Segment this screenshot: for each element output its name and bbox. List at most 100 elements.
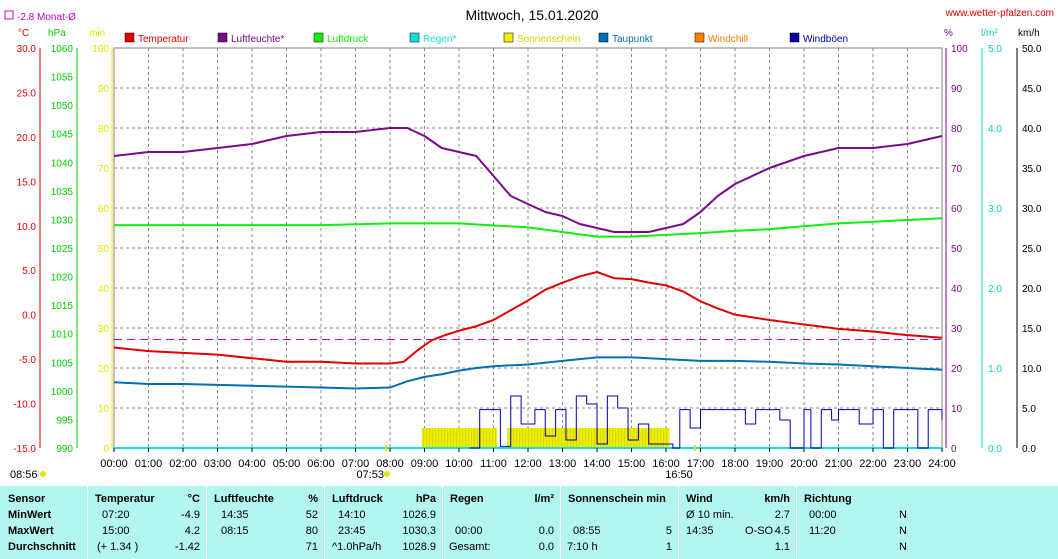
dir-avg-value: N [899, 541, 907, 553]
wind-tick-label: 25.0 [1022, 244, 1042, 255]
wind-unit-label: km/h [1018, 28, 1040, 39]
x-tick-label: 18:00 [721, 458, 749, 470]
temp-tick-label: 10.0 [17, 222, 37, 233]
wind-gust-avg: 1.1 [774, 541, 790, 553]
sun-tick-label: 50 [98, 244, 110, 255]
humidity-tick-label: 0 [951, 444, 957, 455]
pressure-tick-label: 1055 [51, 73, 74, 84]
stats-sensor: Sensor MinWert MaxWert Durchschnitt [0, 486, 86, 559]
wind-max-time: 14:35 [686, 525, 714, 537]
humidity-tick-label: 60 [951, 204, 963, 215]
press-max-value: 1030.3 [402, 525, 436, 537]
temp-tick-label: -10.0 [13, 400, 36, 411]
sun-tick-label: 30 [98, 324, 110, 335]
sun-total-hours: 7:10 h [567, 541, 598, 553]
legend-swatch-5 [598, 32, 609, 43]
pressure-tick-label: 1060 [51, 44, 74, 55]
x-tick-label: 07:00 [342, 458, 370, 470]
temp-avg-value: -1.42 [174, 541, 200, 553]
day-length-label: 08:56 [10, 469, 38, 481]
pressure-tick-label: 1030 [51, 215, 74, 226]
humidity-tick-label: 90 [951, 84, 963, 95]
temp-header: Temperatur [95, 493, 155, 505]
pressure-tick-label: 1045 [51, 130, 74, 141]
x-tick-label: 03:00 [204, 458, 232, 470]
humidity-tick-label: 70 [951, 164, 963, 175]
x-tick-label: 14:00 [583, 458, 611, 470]
hum-unit: % [308, 493, 318, 505]
stats-wind: Wind km/h Ø 10 min. 2.7 14:35 O-SO 4.5 1… [678, 486, 796, 559]
temp-max-time: 15:00 [102, 525, 130, 537]
site-url[interactable]: www.wetter-pfalzen.com [945, 8, 1054, 19]
legend-swatch-1 [217, 32, 228, 43]
stats-rain: Regen l/m² 00:00 0.0 Gesamt: 0.0 [442, 486, 560, 559]
rain-tick-label: 4.0 [988, 124, 1002, 135]
legend-label-6: Windchill [708, 34, 748, 45]
rain-tick-label: 0.0 [988, 444, 1002, 455]
x-tick-label: 17:00 [687, 458, 715, 470]
sun-tick-label: 70 [98, 164, 110, 175]
pressure-tick-label: 1010 [51, 330, 74, 341]
press-avg-value: 1028.9 [402, 541, 436, 553]
pressure-tick-label: 1005 [51, 358, 74, 369]
sun-tick-label: 60 [98, 204, 110, 215]
x-tick-label: 24:00 [928, 458, 956, 470]
humidity-tick-label: 40 [951, 284, 963, 295]
x-tick-label: 05:00 [273, 458, 301, 470]
legend-label-5: Taupunkt [612, 34, 653, 45]
sun-markers: 07:53 16:50 08:56 [10, 445, 696, 481]
press-min-time: 14:10 [338, 509, 366, 521]
legend-swatch-4 [503, 32, 514, 43]
x-tick-label: 09:00 [411, 458, 439, 470]
rain-max-time: 00:00 [455, 525, 483, 537]
temp-tick-label: 15.0 [17, 177, 37, 188]
stats-humidity: Luftfeuchte % 14:35 52 08:15 80 71 [206, 486, 324, 559]
x-tick-label: 08:00 [376, 458, 404, 470]
x-tick-label: 12:00 [514, 458, 542, 470]
x-tick-label: 06:00 [307, 458, 335, 470]
sunset-label: 16:50 [665, 469, 693, 481]
month-avg-icon [4, 10, 14, 20]
humidity-tick-label: 30 [951, 324, 963, 335]
series-line-temperatur [113, 271, 943, 365]
humidity-tick-label: 80 [951, 124, 963, 135]
stats-direction: Richtung 00:00 N 11:20 N N [796, 486, 919, 559]
hum-min-value: 52 [305, 509, 318, 521]
legend-label-7: Windböen [803, 34, 848, 45]
series-line-windben [469, 395, 943, 449]
rain-unit-label: l/m² [981, 28, 998, 39]
sun-unit-label: min [89, 28, 105, 39]
hum-avg-value: 71 [305, 541, 318, 553]
wind-tick-label: 30.0 [1022, 204, 1042, 215]
axes: 30.0 25.0 20.0 15.0 10.0 5.0 0.0 -5.0 -10.0 -15.0… [13, 44, 1042, 470]
x-tick-label: 19:00 [756, 458, 784, 470]
temp-min-value: -4.9 [181, 509, 200, 521]
series-line-taupunkt [113, 356, 943, 390]
sun-header: Sonnenschein min [568, 493, 666, 505]
legend-swatch-3 [409, 32, 420, 43]
sun-tick-label: 40 [98, 284, 110, 295]
wind-avg-label: Ø 10 min. [686, 509, 734, 521]
wind-unit: km/h [764, 493, 790, 505]
sun-total-value: 1 [665, 541, 672, 553]
x-tick-label: 21:00 [825, 458, 853, 470]
legend: Temperatur Luftfeuchte* Luftdruck Regen* Son… [124, 32, 848, 45]
legend-swatch-6 [694, 32, 705, 43]
humidity-unit-label: % [944, 28, 953, 39]
wind-tick-label: 40.0 [1022, 124, 1042, 135]
stats-table: Sensor MinWert MaxWert Durchschnitt Temp… [0, 486, 1058, 559]
sun-tick-label: 0 [103, 444, 109, 455]
humidity-tick-label: 50 [951, 244, 963, 255]
wind-tick-label: 10.0 [1022, 364, 1042, 375]
legend-label-0: Temperatur [138, 34, 189, 45]
dir-min-time: 00:00 [809, 509, 837, 521]
x-tick-label: 10:00 [445, 458, 473, 470]
legend-swatch-7 [789, 32, 800, 43]
press-header: Luftdruck [332, 493, 383, 505]
wind-tick-label: 15.0 [1022, 324, 1042, 335]
series-line-luftfeuchte [113, 127, 943, 233]
pressure-unit-label: hPa [48, 28, 66, 39]
x-tick-label: 16:00 [652, 458, 680, 470]
wind-avg-value: 2.7 [774, 509, 790, 521]
wind-tick-label: 45.0 [1022, 84, 1042, 95]
